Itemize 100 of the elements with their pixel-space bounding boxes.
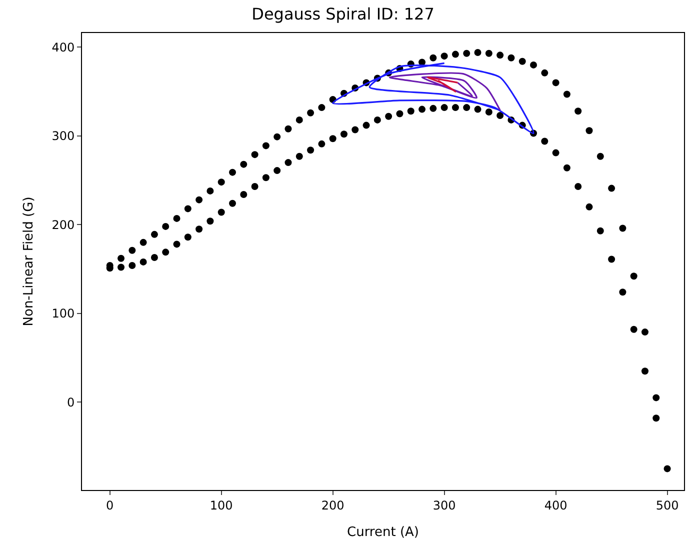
point: [440, 104, 448, 112]
point: [474, 49, 482, 56]
point: [418, 106, 426, 113]
point: [284, 159, 292, 166]
point: [173, 240, 180, 248]
x-axis-title: Current (A): [347, 525, 419, 540]
point: [196, 226, 203, 233]
point: [352, 126, 359, 134]
point: [318, 140, 326, 148]
point: [118, 264, 125, 271]
point: [430, 54, 437, 62]
point: [652, 414, 660, 422]
point: [184, 234, 192, 241]
point: [284, 125, 292, 132]
y-tick-label: 100: [52, 306, 75, 321]
y-tick-label: 0: [66, 395, 75, 410]
point: [218, 178, 225, 186]
point: [641, 368, 648, 375]
point: [485, 108, 492, 116]
point: [552, 79, 560, 86]
point: [496, 52, 504, 59]
point: [173, 214, 180, 222]
point: [396, 110, 404, 118]
point: [128, 246, 136, 254]
point: [340, 130, 348, 138]
point: [485, 50, 492, 57]
point: [318, 104, 326, 112]
point: [229, 200, 236, 207]
point: [496, 112, 504, 120]
point: [586, 203, 593, 210]
point: [362, 122, 370, 129]
point: [274, 167, 281, 174]
point: [296, 152, 303, 160]
point: [596, 152, 604, 160]
x-tick-label: 200: [321, 498, 344, 512]
x-tick-label: 500: [656, 498, 679, 512]
y-tick-label: 200: [52, 218, 75, 232]
point: [385, 112, 392, 120]
point: [452, 104, 459, 112]
point: [608, 184, 616, 192]
point: [374, 116, 381, 124]
y-axis-title: Non-Linear Field (G): [22, 196, 37, 326]
point: [162, 248, 170, 256]
point: [563, 164, 570, 172]
y-tick-label: 400: [52, 40, 75, 54]
point: [307, 109, 314, 116]
point: [619, 288, 626, 296]
y-tick-label: 300: [52, 129, 75, 144]
point: [140, 238, 147, 246]
point: [541, 69, 548, 76]
point: [574, 183, 582, 190]
point: [240, 191, 248, 198]
point: [430, 104, 437, 112]
point: [596, 227, 604, 234]
point: [440, 52, 448, 60]
point: [307, 146, 314, 154]
point: [518, 58, 526, 65]
point: [240, 160, 248, 168]
point: [262, 142, 270, 150]
point: [329, 135, 336, 142]
point: [162, 222, 170, 230]
point: [552, 149, 560, 156]
point: [664, 465, 671, 472]
point: [652, 394, 660, 402]
point: [184, 205, 192, 212]
point: [274, 133, 281, 140]
x-tick-label: 0: [106, 498, 114, 512]
point: [262, 174, 270, 182]
point: [541, 138, 548, 145]
x-tick-label: 400: [544, 498, 568, 512]
point: [140, 258, 147, 266]
x-tick-label: 100: [210, 498, 233, 512]
point: [296, 116, 303, 124]
point: [218, 208, 225, 216]
point: [150, 254, 158, 262]
x-tick-label: 300: [432, 498, 456, 512]
point: [463, 50, 470, 57]
point: [463, 104, 470, 112]
point: [608, 256, 616, 263]
point: [641, 328, 648, 336]
point: [206, 187, 214, 194]
point: [630, 326, 638, 333]
point: [251, 151, 258, 158]
point: [229, 168, 236, 176]
point: [128, 262, 136, 269]
point: [251, 183, 258, 190]
point: [586, 127, 593, 134]
point: [118, 254, 125, 262]
point: [530, 61, 537, 68]
point: [630, 272, 638, 280]
point: [563, 90, 570, 98]
point: [407, 108, 414, 115]
chart-title: Degauss Spiral ID: 127: [252, 4, 434, 24]
point: [474, 106, 482, 113]
point: [508, 54, 515, 62]
point: [150, 230, 158, 238]
point: [206, 218, 214, 225]
point: [619, 224, 626, 232]
line-series: [426, 76, 458, 92]
point: [452, 50, 459, 58]
